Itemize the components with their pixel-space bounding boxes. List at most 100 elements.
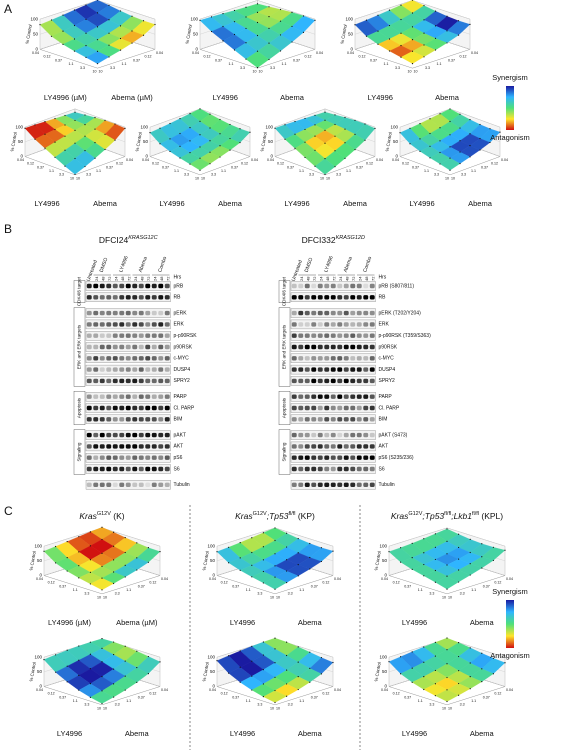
y-axis-label: Abema (µM) [116,618,158,627]
row-label: pAKT [174,432,187,438]
blot-band [93,295,99,300]
blot-band [151,444,157,449]
blot-band [343,394,349,399]
surface-point [74,129,76,131]
surface-point [113,641,115,643]
surface-point [229,137,231,140]
blot-band [363,310,369,316]
blot-band [138,322,144,327]
blot-band [298,356,304,361]
surface-point [189,113,191,115]
surface-point [423,4,425,7]
blot-band [311,283,317,289]
blot-band [132,444,138,449]
blot-band [304,322,310,327]
blot-band [93,444,99,449]
surface-point [251,689,253,691]
blot-band [138,295,144,300]
blot-band [369,444,375,449]
legend-bottom: Antagonism [490,133,530,142]
group-label: ERK and ERK targets [282,324,287,369]
z-tick-label: 50 [37,558,43,563]
blot-band [138,283,144,289]
blot-band [112,356,118,361]
z-tick-label: 0 [384,573,387,578]
surface-point [124,127,126,129]
blot-band [145,356,151,361]
blot-band [164,356,170,361]
surface-point [268,27,270,30]
surface-point [124,689,126,691]
x-tick-label: 1.1 [299,169,304,173]
blot-band [291,466,297,472]
y-tick-label: 0.37 [138,695,145,699]
blot-band [164,283,170,289]
x-tick-label: 0.12 [27,162,34,166]
blot-band [304,310,310,316]
x-tick-label: 0.04 [347,51,354,55]
surface-point [85,4,87,6]
surface-point [423,56,425,58]
surface-point [481,681,483,683]
blot-band [298,417,304,422]
surface-point [388,24,391,27]
surface-point [423,538,425,540]
x-axis-label: LY4996 [34,199,59,208]
surface-point [54,117,56,120]
surface-point [411,38,414,41]
blot-band [350,283,356,289]
surface-point [66,541,68,543]
blot-band [291,432,297,438]
surface-point [446,649,448,651]
x-tick-label: 10 [97,595,101,599]
y-tick-label: 0.37 [231,165,238,169]
x-tick-label: 3.3 [84,703,89,707]
surface-point [239,681,241,683]
group-label: CDK4/6 target [282,276,287,306]
x-tick-label: 0.12 [48,581,55,585]
blot-band [356,394,362,399]
surface-point [434,655,436,657]
blot-band [298,333,304,338]
blot-band [125,295,131,300]
blot-band [145,455,151,460]
surface-point [400,18,402,21]
blot-band [363,482,369,487]
row-label: pRB (S807/811) [379,283,415,289]
hour-label: 72 [166,276,171,281]
blot-band [106,356,112,361]
surface-point [199,19,201,21]
surface-point [124,645,126,647]
blot-band [138,482,144,487]
blot-band [350,367,356,372]
blot-band [330,333,336,338]
blot-band [337,455,343,460]
y-tick-label: 1.1 [122,62,127,66]
blot-band [86,310,92,316]
surface-point [388,9,391,11]
blot-band [369,322,375,327]
y-tick-label: 10 [326,176,330,180]
z-tick-label: 0 [350,47,353,52]
blot-band [138,310,144,316]
surface-point [446,564,448,566]
surface-point [50,35,53,37]
blot-band [93,310,99,316]
z-axis-label: % Control [10,132,18,152]
surface-point [159,661,161,663]
surface-point [34,138,36,140]
hour-label: 48 [159,276,164,281]
cell-line: DFCI332 [302,235,336,245]
y-tick-label: 3.3 [115,703,120,707]
x-tick-label: 10 [70,176,74,180]
z-tick-label: 0 [270,154,273,159]
surface-point [228,546,230,548]
row-label: S6 [174,466,180,472]
blot-band [350,482,356,487]
blot-band [317,367,323,372]
blot-band [132,356,138,361]
blot-band [125,378,131,384]
z-axis-label: % Control [202,662,210,682]
surface-point [94,117,96,119]
